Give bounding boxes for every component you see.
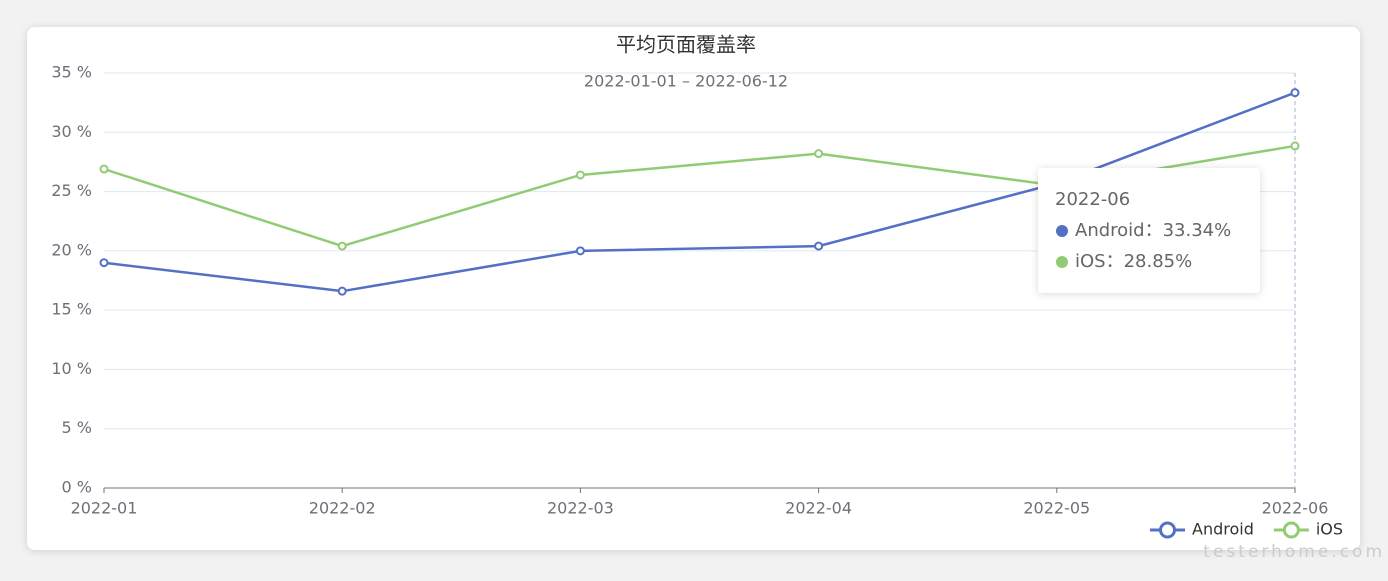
point <box>1290 141 1300 151</box>
point <box>1290 88 1300 98</box>
watermark: testerhome.com <box>1203 542 1385 562</box>
legend-label: iOS <box>1316 520 1343 539</box>
point <box>814 149 824 159</box>
point <box>337 241 347 251</box>
card <box>27 27 1360 550</box>
y-tick-label: 5 % <box>62 418 92 437</box>
legend-marker <box>1159 521 1176 539</box>
legend-label: Android <box>1192 520 1254 539</box>
chart-title: 平均页面覆盖率 <box>616 33 756 57</box>
tooltip-dot <box>1056 225 1068 237</box>
x-tick-label: 2022-01 <box>71 499 138 518</box>
x-tick-label: 2022-05 <box>1023 499 1090 518</box>
point <box>814 241 824 251</box>
legend-marker <box>1282 521 1300 539</box>
x-tick-label: 2022-02 <box>309 499 376 518</box>
tooltip-dot <box>1056 256 1068 268</box>
point <box>575 246 585 256</box>
point <box>99 258 109 268</box>
y-tick-label: 30 % <box>51 122 92 141</box>
tooltip-title: 2022-06 <box>1055 189 1130 210</box>
chart-subtitle: 2022-01-01 – 2022-06-12 <box>584 72 788 91</box>
tooltip-entry: Android：33.34% <box>1075 220 1231 241</box>
tooltip: 2022-06 Android：33.34% iOS：28.85% <box>1038 168 1260 293</box>
y-tick-label: 35 % <box>51 63 92 82</box>
point <box>337 286 347 296</box>
y-tick-label: 10 % <box>51 359 92 378</box>
point <box>99 164 109 174</box>
y-tick-label: 20 % <box>51 240 92 259</box>
legend: Android iOS <box>1150 520 1343 539</box>
y-tick-label: 25 % <box>51 181 92 200</box>
y-tick-label: 15 % <box>51 300 92 319</box>
x-tick-label: 2022-04 <box>785 499 852 518</box>
point <box>575 170 585 180</box>
x-tick-label: 2022-03 <box>547 499 614 518</box>
y-tick-label: 0 % <box>62 478 92 497</box>
x-tick-label: 2022-06 <box>1262 499 1329 518</box>
tooltip-entry: iOS：28.85% <box>1075 251 1192 272</box>
tooltip-box <box>1038 168 1260 293</box>
